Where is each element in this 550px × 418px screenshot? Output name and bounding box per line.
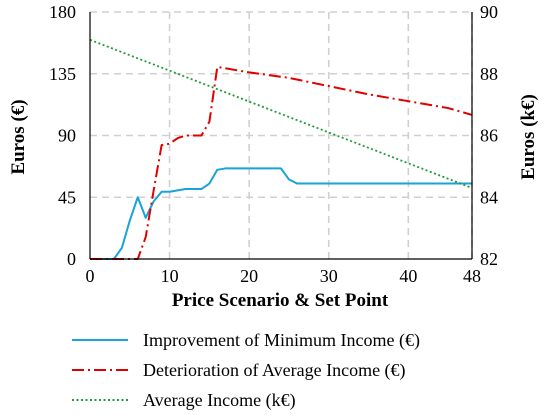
legend-label: Improvement of Minimum Income (€) [143,330,420,351]
tick-labels: 0 45 90 135 180 82 84 86 88 90 0 10 20 30 40 48 [49,2,498,286]
grid [90,11,473,259]
series-layer [89,38,473,260]
series-line-average-income-k [89,38,473,189]
right-axis-title: Euros (k€) [518,94,539,180]
right-tick-label: 82 [480,249,498,269]
left-axis-title: Euros (€) [8,99,29,174]
x-tick-label: 30 [320,266,338,286]
left-tick-label: 0 [67,249,76,269]
legend: Improvement of Minimum Income (€) Deterio… [72,330,420,411]
right-tick-label: 84 [480,187,498,207]
axes [89,12,473,260]
left-tick-label: 135 [49,64,76,84]
x-tick-label: 48 [463,266,481,286]
x-axis-title: Price Scenario & Set Point [172,290,389,311]
x-tick-label: 20 [240,266,258,286]
right-tick-label: 86 [480,126,498,146]
x-tick-label: 0 [86,266,95,286]
left-tick-label: 90 [58,126,76,146]
legend-label: Deterioration of Average Income (€) [143,360,406,381]
series-line-deterioration-of-average-income [90,65,473,260]
left-tick-label: 180 [49,2,76,22]
series-line-improvement-of-minimum-income [90,167,472,260]
right-tick-label: 90 [480,2,498,22]
x-tick-label: 40 [399,266,417,286]
left-tick-label: 45 [58,187,76,207]
legend-label: Average Income (k€) [143,390,296,411]
x-tick-label: 10 [161,266,179,286]
right-tick-label: 88 [480,64,498,84]
